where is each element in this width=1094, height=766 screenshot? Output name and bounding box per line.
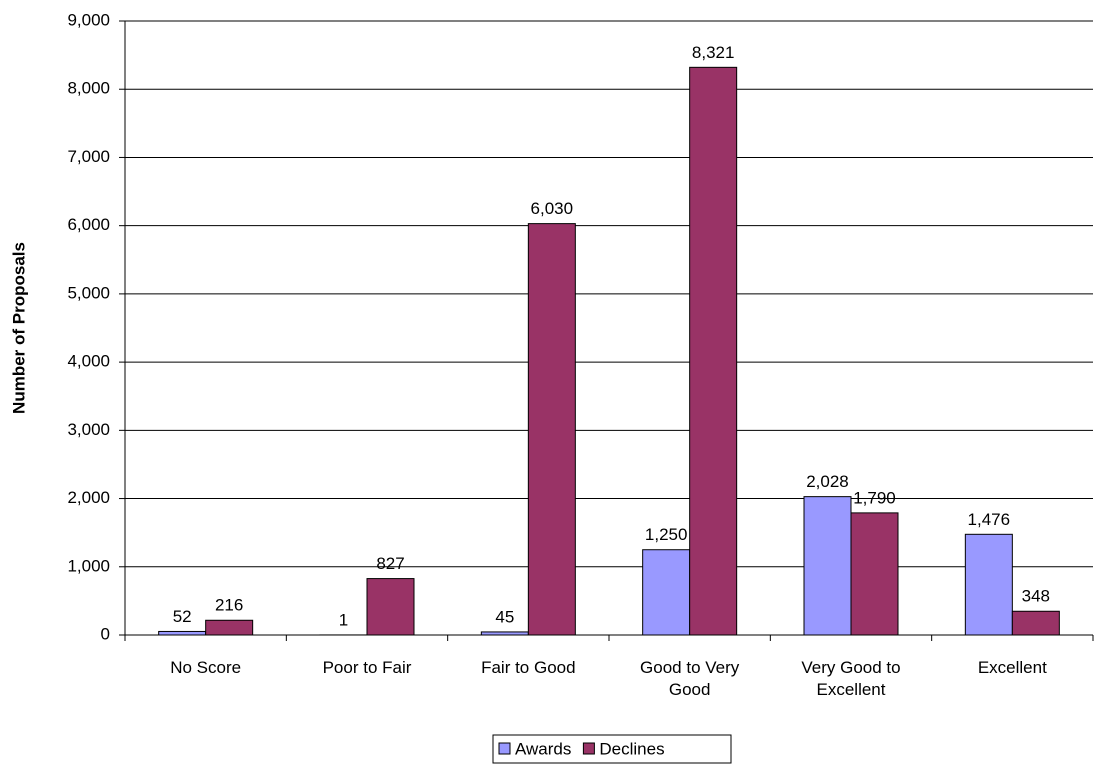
data-label: 2,028 (806, 472, 849, 491)
y-tick-label: 1,000 (67, 556, 110, 575)
legend-box (492, 734, 732, 764)
x-tick-label-box: Very Good to Excellent (801, 658, 901, 699)
legend-label: Declines (599, 739, 664, 758)
bar (366, 578, 415, 636)
data-label: 45 (495, 607, 514, 626)
x-tick-label: Very Good to Excellent (801, 658, 901, 699)
y-axis-title: Number of Proposals (9, 242, 28, 414)
bar (527, 223, 576, 636)
legend-swatch (498, 742, 511, 755)
data-label: 1,476 (968, 510, 1011, 529)
x-tick-label-box: Good to Very Good (640, 658, 740, 699)
data-label: 827 (376, 554, 404, 573)
bar (850, 512, 899, 636)
x-tick-label-box: Fair to Good (481, 658, 576, 677)
bar (964, 533, 1013, 636)
data-label: 216 (215, 596, 243, 615)
y-tick-label: 2,000 (67, 488, 110, 507)
data-label: 1,250 (645, 525, 688, 544)
y-tick-label: 7,000 (67, 147, 110, 166)
y-tick-label: 0 (101, 624, 110, 643)
bar (642, 549, 691, 636)
y-tick-label: 6,000 (67, 215, 110, 234)
data-label: 1 (339, 610, 348, 629)
y-tick-label: 8,000 (67, 79, 110, 98)
x-tick-label-box: Poor to Fair (322, 658, 412, 677)
x-tick-label-box: No Score (170, 658, 242, 677)
data-label: 6,030 (531, 199, 574, 218)
x-tick-label: Excellent (977, 658, 1047, 677)
y-tick-label: 9,000 (67, 10, 110, 29)
legend-swatch (582, 742, 595, 755)
bar (689, 66, 738, 636)
y-tick-label: 5,000 (67, 283, 110, 302)
data-label: 8,321 (692, 43, 735, 62)
x-tick-label: Good to Very Good (640, 658, 740, 699)
x-tick-label-box: Excellent (977, 658, 1047, 677)
data-label: 348 (1022, 587, 1050, 606)
legend-label: Awards (515, 739, 571, 758)
data-label: 1,790 (853, 488, 896, 507)
bar (803, 496, 852, 636)
x-tick-label: Poor to Fair (322, 658, 412, 677)
x-tick-label: Fair to Good (481, 658, 576, 677)
bar (158, 630, 207, 636)
bar (205, 619, 254, 636)
bar (1011, 610, 1060, 636)
data-label: 52 (173, 607, 192, 626)
y-tick-label: 4,000 (67, 352, 110, 371)
x-tick-label: No Score (170, 658, 242, 677)
y-tick-label: 3,000 (67, 420, 110, 439)
